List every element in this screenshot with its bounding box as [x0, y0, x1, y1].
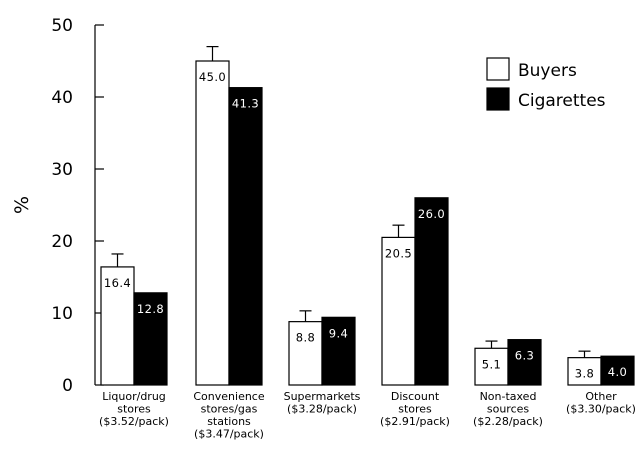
- data-label-buyers-5: 3.8: [575, 367, 595, 381]
- data-label-cigarettes-1: 41.3: [232, 97, 259, 111]
- y-tick-label-0: 0: [62, 376, 73, 396]
- bar-cigarettes-2: [321, 316, 356, 386]
- bar-cigarettes-1: [228, 87, 263, 386]
- category-label-0-line-1: stores: [117, 403, 151, 416]
- data-label-cigarettes-0: 12.8: [137, 302, 164, 316]
- bar-cigarettes-0: [133, 292, 168, 386]
- data-label-buyers-4: 5.1: [482, 357, 502, 371]
- category-label-2-line-0: Supermarkets: [284, 390, 361, 403]
- y-tick-label-10: 10: [51, 304, 73, 324]
- category-label-3: Discount stores ($2.91/pack): [380, 390, 450, 428]
- y-tick-label-30: 30: [51, 160, 73, 180]
- legend-swatch-0: [486, 57, 510, 81]
- category-label-3-line-2: ($2.91/pack): [380, 415, 450, 428]
- category-label-1-line-1: stores/gas: [201, 403, 258, 416]
- bar-cigarettes-3: [414, 197, 449, 386]
- category-label-4: Non-taxed sources ($2.28/pack): [473, 390, 543, 428]
- y-tick-label-20: 20: [51, 232, 73, 252]
- bar-buyers-0: [100, 266, 135, 386]
- data-label-cigarettes-2: 9.4: [329, 326, 349, 340]
- category-label-3-line-0: Discount: [391, 390, 440, 403]
- category-label-4-line-1: sources: [487, 403, 530, 416]
- category-label-2: Supermarkets ($3.28/pack): [284, 390, 361, 416]
- category-label-4-line-2: ($2.28/pack): [473, 415, 543, 428]
- category-label-0-line-2: ($3.52/pack): [99, 415, 169, 428]
- data-label-buyers-1: 45.0: [199, 70, 226, 84]
- data-label-buyers-3: 20.5: [385, 246, 412, 260]
- category-label-1: Convenience stores/gas stations ($3.47/pack…: [193, 390, 264, 441]
- data-label-cigarettes-5: 4.0: [608, 365, 628, 379]
- legend-label-0: Buyers: [518, 61, 577, 81]
- legend-swatch-1: [486, 87, 510, 111]
- y-tick-label-50: 50: [51, 16, 73, 36]
- category-label-5-line-1: ($3.30/pack): [566, 403, 636, 416]
- axes: 0 10 20 30 40 50%: [11, 16, 104, 396]
- bar-cigarettes-5: [600, 355, 635, 386]
- category-label-0: Liquor/drug stores ($3.52/pack): [99, 390, 169, 428]
- bar-buyers-1: [195, 60, 230, 386]
- data-label-buyers-2: 8.8: [296, 331, 316, 345]
- category-label-3-line-1: stores: [398, 403, 432, 416]
- y-axis-label: %: [11, 196, 33, 214]
- bar-buyers-3: [381, 236, 416, 386]
- bars: 16.4 12.8 45.0 41.3 8.8 9.4 20.5 26.0 5.1 6.3 3.8 4…: [100, 45, 635, 386]
- data-label-cigarettes-3: 26.0: [418, 207, 445, 221]
- category-label-0-line-0: Liquor/drug: [102, 390, 166, 403]
- bar-buyers-4: [474, 347, 509, 386]
- category-label-1-line-2: stations: [207, 415, 251, 428]
- category-label-1-line-0: Convenience: [193, 390, 264, 403]
- legend: Buyers Cigarettes: [486, 57, 606, 111]
- data-label-cigarettes-4: 6.3: [515, 349, 535, 363]
- category-label-4-line-0: Non-taxed: [480, 390, 537, 403]
- bar-buyers-5: [567, 357, 602, 386]
- data-label-buyers-0: 16.4: [104, 276, 131, 290]
- category-label-5: Other ($3.30/pack): [566, 390, 636, 416]
- legend-label-1: Cigarettes: [518, 91, 606, 111]
- category-label-2-line-1: ($3.28/pack): [287, 403, 357, 416]
- category-labels: Liquor/drug stores ($3.52/pack)Convenience…: [99, 390, 636, 441]
- category-label-5-line-0: Other: [585, 390, 617, 403]
- bar-cigarettes-4: [507, 339, 542, 386]
- category-label-1-line-3: ($3.47/pack): [194, 428, 264, 441]
- y-tick-label-40: 40: [51, 88, 73, 108]
